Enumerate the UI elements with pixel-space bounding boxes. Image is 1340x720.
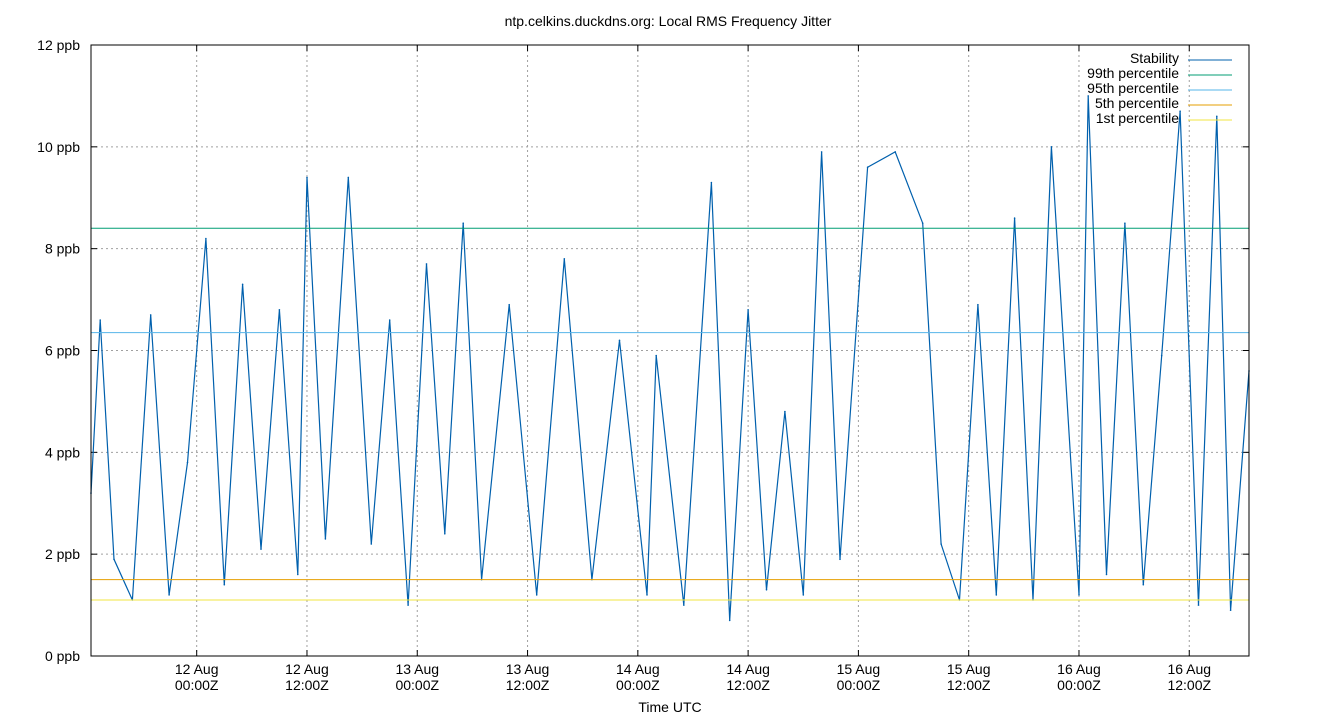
data-point (683, 604, 685, 606)
x-tick-label: 15 Aug (837, 661, 881, 677)
data-point (747, 309, 749, 311)
data-point (223, 583, 226, 586)
y-tick-label: 2 ppb (45, 546, 80, 562)
y-tick-label: 6 ppb (45, 343, 80, 359)
x-tick-label: 12 Aug (175, 661, 219, 677)
data-point (995, 594, 998, 596)
data-point (820, 151, 823, 153)
data-point (765, 589, 768, 591)
data-point (1105, 573, 1108, 576)
x-tick-label: 12:00Z (285, 677, 329, 693)
x-tick-label: 12 Aug (285, 661, 329, 677)
data-point (921, 222, 924, 224)
legend-label: 1st percentile (1096, 110, 1179, 126)
x-tick-label: 00:00Z (1057, 677, 1101, 693)
data-point (802, 594, 805, 596)
x-tick-label: 13 Aug (506, 661, 550, 677)
x-tick-label: 12:00Z (947, 677, 991, 693)
y-tick-label: 0 ppb (45, 648, 80, 664)
data-point (444, 533, 446, 535)
plot-border (90, 44, 1250, 657)
data-point (324, 538, 327, 540)
data-point (205, 237, 207, 240)
x-tick-label: 12:00Z (726, 677, 770, 693)
data-point (646, 594, 648, 596)
data-point (1087, 95, 1089, 97)
x-tick-label: 15 Aug (947, 661, 991, 677)
data-point (710, 181, 713, 184)
data-point (297, 573, 299, 576)
data-point (1197, 604, 1200, 606)
plot-area (90, 95, 1250, 622)
data-point (241, 283, 244, 286)
x-tick-label: 12:00Z (506, 677, 550, 693)
data-point (940, 543, 942, 545)
x-tick-label: 16 Aug (1167, 661, 1211, 677)
data-point (149, 314, 152, 316)
data-point (407, 604, 409, 606)
data-point (347, 176, 350, 179)
grid (91, 45, 1249, 656)
series-line-stability (90, 95, 1250, 621)
y-axis: 0 ppb 2 ppb 4 ppb 6 ppb 8 ppb 10 ppb 12 ppb (37, 37, 1249, 664)
x-tick-label: 00:00Z (616, 677, 660, 693)
data-point (535, 594, 538, 596)
data-point (113, 558, 115, 561)
data-point (370, 543, 373, 545)
x-tick-label: 14 Aug (726, 661, 770, 677)
data-point (655, 354, 657, 357)
data-point (977, 303, 979, 306)
data-point (388, 319, 391, 321)
data-point (1050, 146, 1053, 148)
y-tick-label: 10 ppb (37, 139, 80, 155)
y-tick-label: 8 ppb (45, 241, 80, 257)
legend-label: Stability (1130, 50, 1179, 66)
x-tick-label: 00:00Z (395, 677, 439, 693)
data-point (278, 309, 281, 311)
x-tick-label: 00:00Z (837, 677, 881, 693)
y-tick-label: 4 ppb (45, 444, 80, 460)
legend-label: 5th percentile (1095, 95, 1179, 111)
data-point (866, 166, 869, 168)
data-point (306, 176, 308, 179)
data-point (508, 303, 511, 306)
x-axis-label: Time UTC (638, 699, 701, 715)
data-point (728, 619, 731, 622)
data-point (99, 319, 101, 321)
data-point (425, 263, 428, 265)
x-tick-label: 12:00Z (1167, 677, 1211, 693)
legend-label: 95th percentile (1087, 80, 1179, 96)
x-tick-label: 13 Aug (395, 661, 439, 677)
data-point (894, 151, 896, 153)
data-point (462, 222, 465, 224)
data-point (563, 258, 566, 260)
data-point (618, 339, 621, 342)
data-point (839, 558, 841, 561)
data-point (1013, 217, 1016, 219)
data-point (784, 410, 786, 413)
x-tick-label: 14 Aug (616, 661, 660, 677)
data-point (1179, 110, 1181, 112)
data-point (1216, 115, 1218, 118)
data-point (168, 594, 170, 596)
chart-title: ntp.celkins.duckdns.org: Local RMS Frequ… (505, 13, 832, 29)
x-tick-label: 00:00Z (175, 677, 219, 693)
legend-label: 99th percentile (1087, 65, 1179, 81)
x-tick-label: 16 Aug (1057, 661, 1101, 677)
data-point (1160, 354, 1163, 357)
y-tick-label: 12 ppb (37, 37, 80, 53)
data-point (1078, 594, 1080, 596)
data-point (1124, 222, 1126, 224)
data-point (1142, 583, 1145, 586)
data-point (1229, 609, 1232, 611)
data-point (260, 548, 262, 550)
data-point (186, 461, 189, 464)
